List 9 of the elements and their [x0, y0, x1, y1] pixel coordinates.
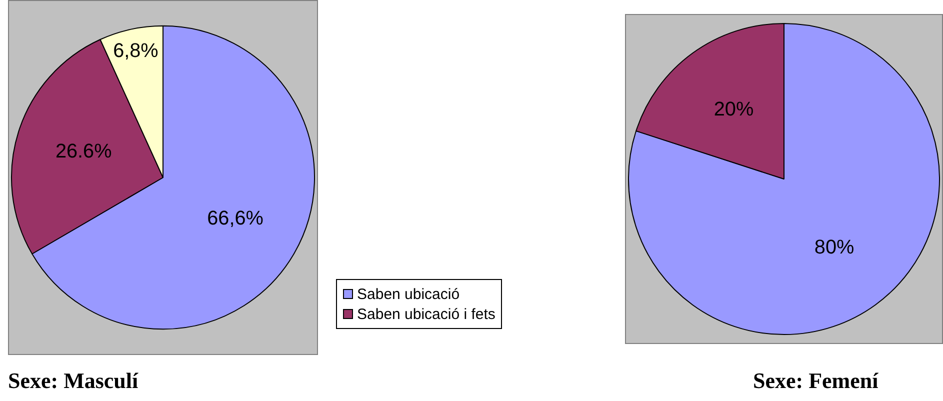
data-label: 6,8%: [113, 40, 158, 62]
legend-label: Saben ubicació: [357, 286, 460, 302]
data-label: 20%: [714, 98, 754, 120]
legend-label: Saben ubicació i fets: [357, 306, 496, 322]
data-label: 66,6%: [207, 208, 264, 230]
text: Sexe: Masculí: [8, 368, 138, 394]
data-label: 80%: [814, 236, 854, 259]
data-label: 26.6%: [55, 140, 112, 163]
text: Sexe: Femení: [753, 368, 878, 394]
